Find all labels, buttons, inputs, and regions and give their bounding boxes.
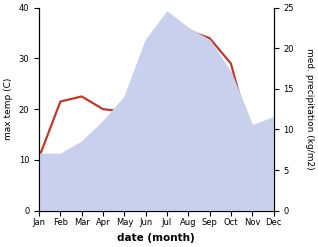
- Y-axis label: max temp (C): max temp (C): [4, 78, 13, 140]
- Y-axis label: med. precipitation (kg/m2): med. precipitation (kg/m2): [305, 48, 314, 170]
- X-axis label: date (month): date (month): [117, 233, 195, 243]
